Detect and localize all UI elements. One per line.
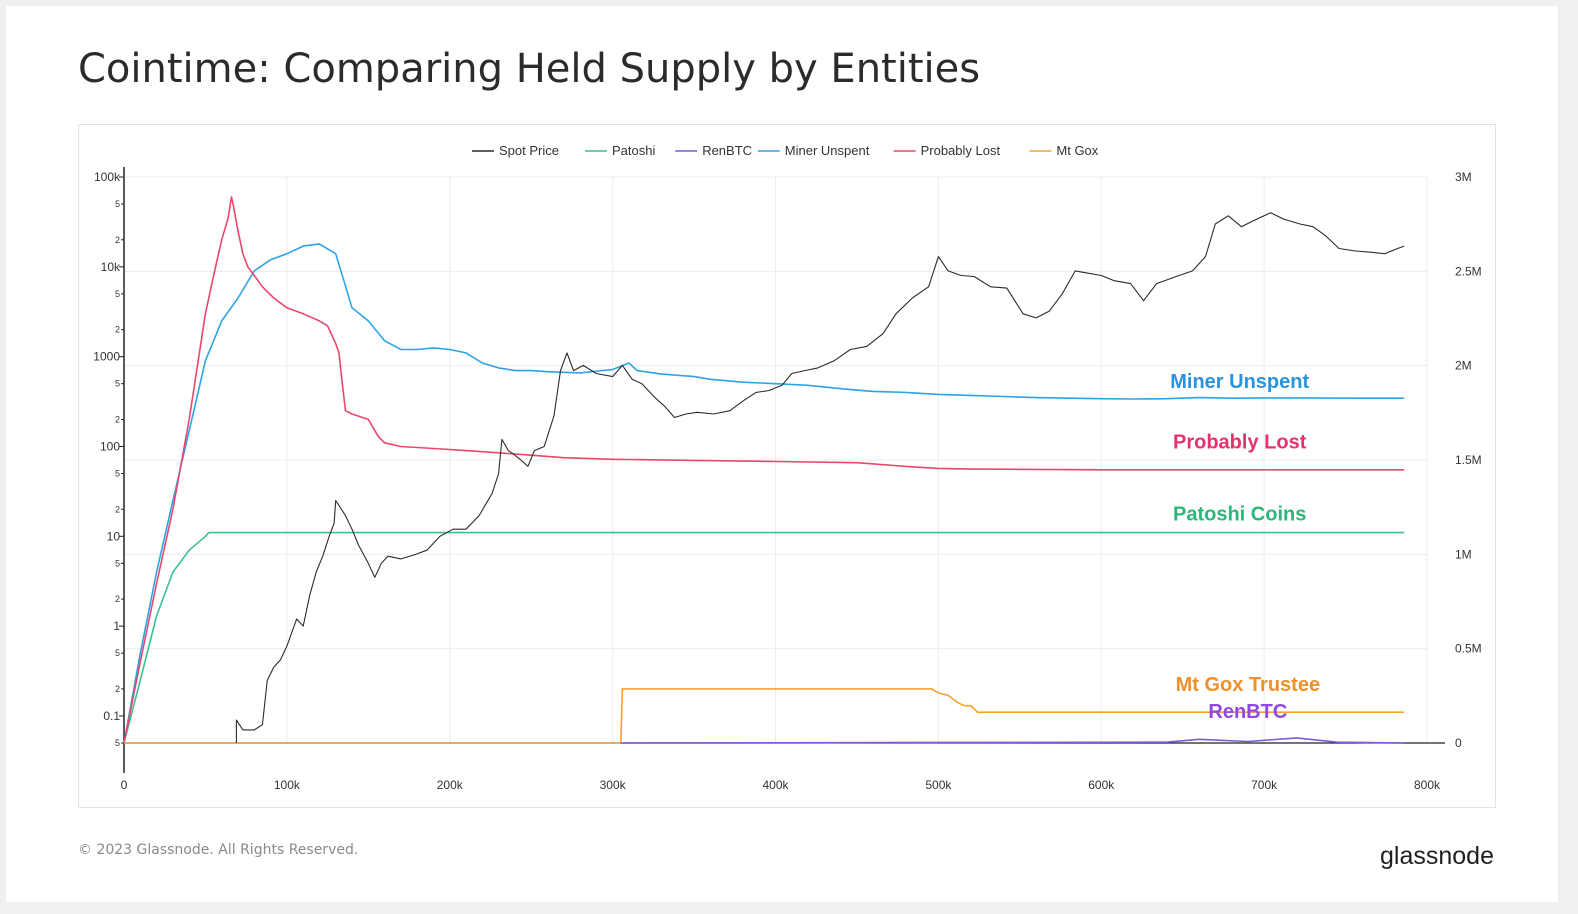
legend-item-renbtc[interactable]: RenBTC [675,143,752,158]
left-major-label: 1 [113,619,120,633]
right-tick-label: 0 [1455,736,1462,750]
left-minor-label: 2 [115,325,120,335]
legend-item-miner-unspent[interactable]: Miner Unspent [757,143,870,158]
series-line-miner-unspent [123,243,1405,744]
legend-item-patoshi[interactable]: Patoshi [585,143,655,158]
left-minor-label: 2 [115,414,120,424]
left-minor-label: 5 [115,558,120,568]
glassnode-logo: glassnode [1380,842,1494,870]
x-tick-label: 100k [274,778,301,792]
x-tick-label: 400k [762,778,789,792]
x-tick-label: 200k [437,778,464,792]
x-tick-label: 800k [1414,778,1441,792]
series-line-probably-lost [123,196,1405,744]
left-major-label: 10 [107,529,121,543]
series-line-mt-gox [124,688,1405,744]
x-tick-label: 700k [1251,778,1278,792]
legend-label: RenBTC [702,143,752,158]
annotation-probably-lost: Probably Lost [1173,431,1307,453]
chart-svg: 0 100k 200k 300k 400k 500k 600k 700k 800k00.5M1M… [93,143,1482,792]
page-title: Cointime: Comparing Held Supply by Entit… [78,46,981,92]
chart-card: Cointime: Comparing Held Supply by Entit… [6,6,1558,902]
right-tick-label: 2.5M [1455,264,1482,278]
annotation-miner-unspent: Miner Unspent [1170,371,1309,393]
left-minor-label: 2 [115,594,120,604]
left-minor-label: 5 [115,738,120,748]
legend[interactable]: Spot Price Patoshi RenBTC Miner Unspent Prob… [472,143,1099,158]
left-major-label: 100k [94,170,121,184]
x-tick-label: 600k [1088,778,1115,792]
series-line-spot-price [235,212,1405,743]
legend-label: Spot Price [499,143,559,158]
series-line-patoshi [123,531,1405,744]
left-minor-label: 5 [115,469,120,479]
legend-label: Patoshi [612,143,655,158]
right-tick-label: 0.5M [1455,642,1482,656]
logo-text: glassnode [1380,842,1494,870]
legend-label: Mt Gox [1056,143,1098,158]
right-tick-label: 3M [1455,170,1472,184]
copyright-text: © 2023 Glassnode. All Rights Reserved. [78,842,359,858]
left-major-label: 1000 [93,350,120,364]
left-major-label: 10k [101,260,121,274]
legend-label: Probably Lost [921,143,1001,158]
grid [124,176,1428,744]
left-minor-label: 2 [115,235,120,245]
legend-item-mt-gox[interactable]: Mt Gox [1029,143,1099,158]
right-tick-label: 1M [1455,547,1472,561]
annotation-renbtc: RenBTC [1208,701,1287,723]
right-tick-label: 2M [1455,359,1472,373]
legend-item-probably-lost[interactable]: Probably Lost [893,143,1001,158]
chart-frame: 0 100k 200k 300k 400k 500k 600k 700k 800k 0 0.5M 1M… [78,124,1496,808]
left-minor-label: 2 [115,684,120,694]
series-lines [123,196,1405,744]
left-minor-label: 5 [115,379,120,389]
left-minor-label: 5 [115,648,120,658]
x-tick-label: 300k [600,778,627,792]
legend-item-spot-price[interactable]: Spot Price [472,143,559,158]
right-tick-label: 1.5M [1455,453,1482,467]
axes: 0 100k 200k 300k 400k 500k 600k 700k 800k00.5M1M… [93,167,1482,792]
legend-label: Miner Unspent [785,143,870,158]
left-major-label: 0.1 [103,709,120,723]
left-minor-label: 2 [115,504,120,514]
left-minor-label: 5 [115,289,120,299]
annotation-patoshi-coins: Patoshi Coins [1173,503,1306,525]
x-tick-label: 500k [925,778,952,792]
x-tick-label: 0 [121,778,128,792]
left-minor-label: 5 [115,199,120,209]
left-major-label: 100 [100,439,120,453]
series-line-renbtc [620,737,1405,744]
annotation-mt-gox-trustee: Mt Gox Trustee [1176,674,1320,696]
series-annotations: Miner Unspent Probably Lost Patoshi Coins M… [1170,371,1320,723]
